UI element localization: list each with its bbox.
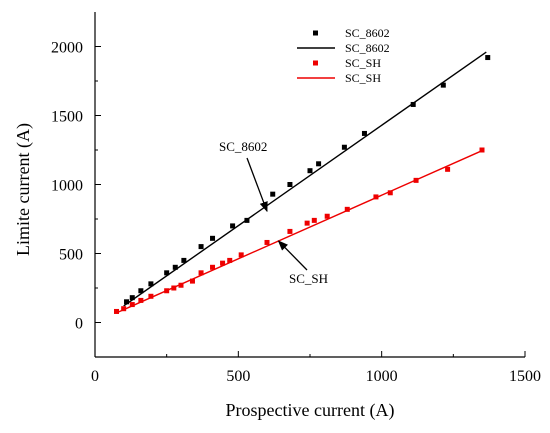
data-point-SC_8602 <box>287 182 293 187</box>
y-tick-label: 1500 <box>51 109 83 126</box>
data-point-SC_SH <box>287 228 293 234</box>
data-point-SC_SH <box>114 308 119 314</box>
data-point-SC_SH <box>220 260 226 266</box>
annotation-arrow <box>246 157 268 213</box>
data-point-SC_8602 <box>181 257 187 263</box>
series-line-SC_SH <box>116 150 483 314</box>
data-point-SC_8602 <box>270 191 276 197</box>
data-point-SC_SH <box>373 194 379 200</box>
annotation-label: SC_SH <box>289 271 328 286</box>
data-point-SC_8602 <box>485 55 491 61</box>
data-point-SC_SH <box>264 239 270 245</box>
data-point-SC_8602 <box>316 161 322 167</box>
data-point-SC_SH <box>148 293 154 299</box>
legend-marker-SC_8602 <box>313 30 318 36</box>
data-point-SC_8602 <box>361 130 367 136</box>
data-point-SC_SH <box>138 297 144 303</box>
x-tick-label: 500 <box>226 368 250 385</box>
data-point-SC_SH <box>344 206 350 212</box>
data-point-SC_SH <box>178 282 184 288</box>
data-point-SC_SH <box>479 147 485 153</box>
data-point-SC_SH <box>304 220 310 226</box>
data-point-SC_8602 <box>172 264 178 270</box>
data-point-SC_SH <box>121 306 127 312</box>
annotation-label: SC_8602 <box>219 139 267 154</box>
y-tick-label: 500 <box>59 247 83 264</box>
legend-marker-SC_SH <box>313 60 318 66</box>
data-point-SC_8602 <box>148 281 154 287</box>
data-point-SC_SH <box>198 270 204 276</box>
data-point-SC_8602 <box>307 168 313 174</box>
x-axis-title: Prospective current (A) <box>226 400 395 421</box>
series-line-SC_8602 <box>123 51 487 307</box>
x-tick-label: 1500 <box>509 368 541 385</box>
y-tick-label: 2000 <box>51 40 83 57</box>
legend-label: SC_8602 <box>345 41 390 55</box>
data-point-SC_SH <box>129 302 135 308</box>
data-point-SC_8602 <box>138 288 144 294</box>
data-point-SC_8602 <box>410 101 416 107</box>
legend-label: SC_8602 <box>345 26 390 40</box>
legend-label: SC_SH <box>345 71 381 85</box>
data-point-SC_8602 <box>164 270 170 276</box>
x-tick-label: 0 <box>91 368 99 385</box>
x-tick-label: 1000 <box>366 368 398 385</box>
data-point-SC_8602 <box>230 223 236 229</box>
data-point-SC_8602 <box>210 235 216 241</box>
annotation-arrow <box>277 240 308 271</box>
legend-label: SC_SH <box>345 56 381 70</box>
data-point-SC_8602 <box>124 299 130 305</box>
data-point-SC_SH <box>238 252 244 258</box>
data-point-SC_8602 <box>129 295 135 301</box>
data-point-SC_8602 <box>341 144 347 150</box>
data-point-SC_SH <box>189 278 195 284</box>
y-tick-label: 1000 <box>51 178 83 195</box>
data-point-SC_SH <box>311 217 317 223</box>
data-point-SC_SH <box>210 264 216 270</box>
y-axis-title: Limite current (A) <box>13 123 34 256</box>
data-point-SC_8602 <box>198 244 204 250</box>
data-point-SC_SH <box>445 166 451 172</box>
y-tick-label: 0 <box>75 316 83 333</box>
data-point-SC_8602 <box>440 82 446 88</box>
data-point-SC_SH <box>387 190 393 196</box>
data-point-SC_SH <box>324 213 330 219</box>
data-point-SC_SH <box>227 257 233 263</box>
